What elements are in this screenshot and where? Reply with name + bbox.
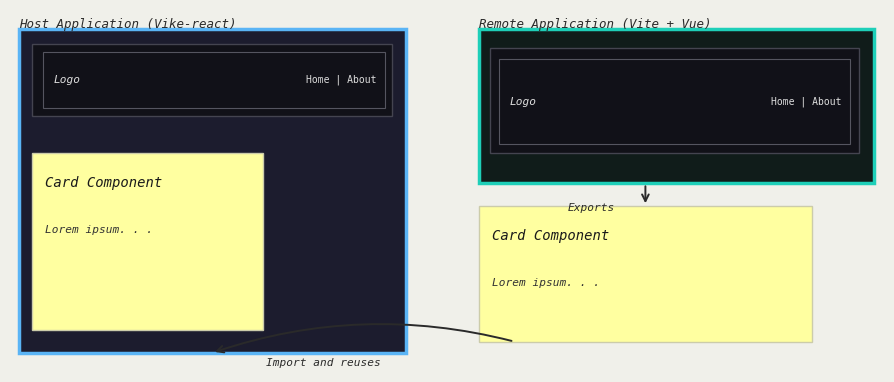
Text: Card Component: Card Component [46, 176, 163, 190]
Text: Lorem ipsum. . .: Lorem ipsum. . . [492, 278, 599, 288]
FancyBboxPatch shape [490, 48, 858, 153]
Text: Remote Application (Vite + Vue): Remote Application (Vite + Vue) [478, 18, 711, 31]
Text: Card Component: Card Component [492, 229, 609, 243]
FancyBboxPatch shape [499, 59, 849, 144]
FancyBboxPatch shape [19, 29, 405, 353]
Text: Home | About: Home | About [306, 75, 375, 85]
Text: Import and reuses: Import and reuses [266, 358, 380, 368]
Text: Lorem ipsum. . .: Lorem ipsum. . . [46, 225, 153, 235]
Text: Logo: Logo [54, 75, 80, 85]
FancyBboxPatch shape [32, 153, 263, 330]
Text: Logo: Logo [510, 97, 536, 107]
FancyBboxPatch shape [478, 29, 873, 183]
Text: Exports: Exports [567, 203, 614, 213]
FancyBboxPatch shape [32, 44, 392, 116]
FancyBboxPatch shape [478, 206, 811, 342]
Text: Host Application (Vike-react): Host Application (Vike-react) [19, 18, 236, 31]
FancyBboxPatch shape [43, 52, 384, 108]
Text: Home | About: Home | About [770, 96, 840, 107]
